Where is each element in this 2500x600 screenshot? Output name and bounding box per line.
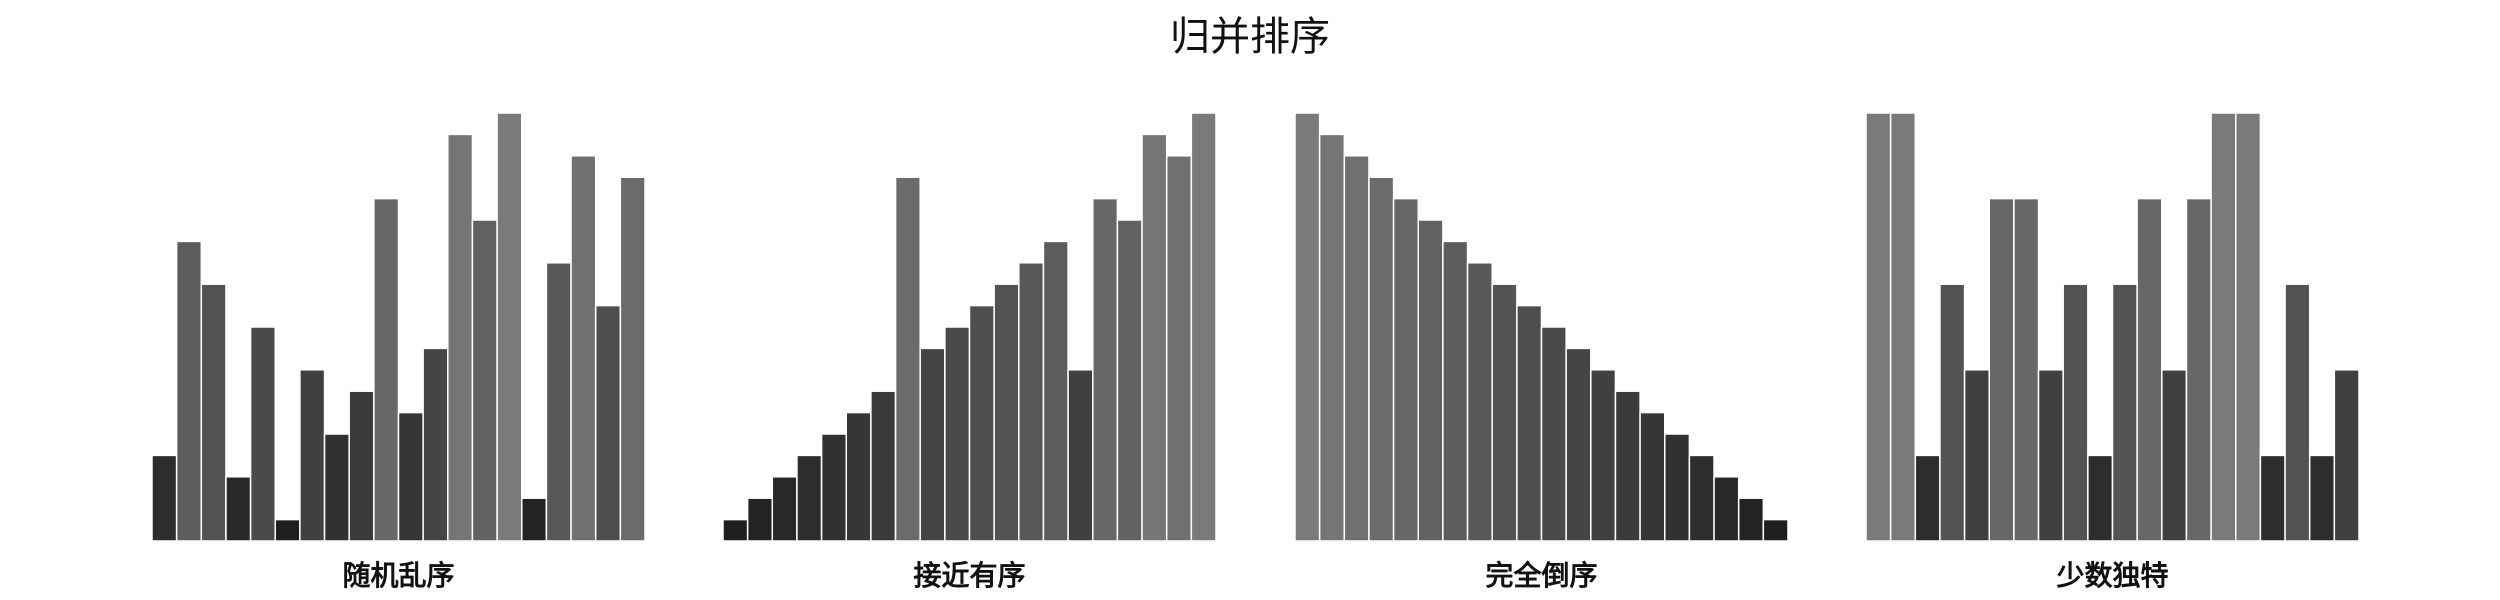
bar xyxy=(348,390,375,542)
bar xyxy=(870,390,897,542)
bar xyxy=(993,283,1020,542)
bar xyxy=(1614,390,1641,542)
bar xyxy=(1688,454,1715,542)
bar xyxy=(1343,155,1370,542)
bar xyxy=(200,283,227,542)
panel-title: 少数独特 xyxy=(2056,559,2168,592)
bar xyxy=(1466,262,1493,542)
bar xyxy=(1294,112,1321,542)
bar xyxy=(2308,454,2336,542)
bar xyxy=(746,497,774,542)
bar xyxy=(175,240,203,542)
bar xyxy=(1141,133,1168,542)
bar xyxy=(1516,304,1543,542)
bar xyxy=(796,454,823,542)
bar xyxy=(274,518,301,542)
bar xyxy=(1914,454,1941,542)
bar xyxy=(771,476,798,542)
bar xyxy=(1590,369,1617,542)
bar xyxy=(944,326,971,542)
bar xyxy=(570,155,597,542)
bar xyxy=(299,369,326,542)
panel-4: 少数独特 xyxy=(1865,112,2360,592)
bar xyxy=(2235,112,2262,542)
bar xyxy=(2210,112,2237,542)
bar xyxy=(619,176,646,542)
panel-title: 接近有序 xyxy=(913,559,1025,592)
bar xyxy=(323,433,350,542)
bar xyxy=(2013,197,2040,542)
bar xyxy=(1042,240,1069,542)
bar xyxy=(1491,283,1518,542)
bar xyxy=(1988,197,2015,542)
bar xyxy=(845,411,872,542)
bar xyxy=(2161,369,2188,542)
bar xyxy=(594,304,622,542)
bar xyxy=(820,433,847,542)
bar xyxy=(1190,112,1217,542)
bar xyxy=(447,133,474,542)
bar xyxy=(1318,133,1346,542)
bar xyxy=(1713,476,1740,542)
bar xyxy=(1116,219,1143,542)
bar xyxy=(2087,454,2114,542)
bar xyxy=(722,518,749,542)
bar xyxy=(1889,112,1917,542)
bar xyxy=(1392,197,1419,542)
bar xyxy=(2062,283,2089,542)
bar xyxy=(151,454,178,542)
bar xyxy=(1417,219,1444,542)
bar xyxy=(2136,197,2163,542)
panel-3: 完全倒序 xyxy=(1294,112,1789,592)
panel-2: 接近有序 xyxy=(722,112,1217,592)
bar xyxy=(496,112,523,542)
bar xyxy=(1737,497,1765,542)
bar xyxy=(471,219,498,542)
bar xyxy=(1565,347,1592,542)
bar xyxy=(1067,369,1094,542)
bar xyxy=(1368,176,1395,542)
bar xyxy=(1540,326,1567,542)
bar xyxy=(1639,411,1666,542)
bar xyxy=(373,197,400,542)
bar xyxy=(249,326,277,542)
bar xyxy=(919,347,946,542)
bar xyxy=(1092,197,1119,542)
chart-title: 归并排序 xyxy=(1170,14,1330,60)
bar xyxy=(2185,197,2212,542)
bar xyxy=(2333,369,2360,542)
bar xyxy=(2284,283,2311,542)
panel-title: 完全倒序 xyxy=(1485,559,1597,592)
bar xyxy=(1442,240,1469,542)
bar xyxy=(2037,369,2064,542)
panel-title: 随机乱序 xyxy=(342,559,454,592)
bar xyxy=(1018,262,1045,542)
bar xyxy=(894,176,921,542)
bar xyxy=(968,304,995,542)
bar xyxy=(1865,112,1892,542)
bar xyxy=(545,262,572,542)
bar xyxy=(422,347,449,542)
bar xyxy=(1762,518,1789,542)
panel-1: 随机乱序 xyxy=(151,112,646,592)
bar xyxy=(1165,155,1193,542)
bar xyxy=(225,476,252,542)
bar xyxy=(1939,283,1966,542)
bar xyxy=(397,411,424,542)
bar xyxy=(2111,283,2138,542)
bar xyxy=(1963,369,1990,542)
bar xyxy=(1664,433,1691,542)
bar xyxy=(2259,454,2286,542)
bar xyxy=(521,497,548,542)
